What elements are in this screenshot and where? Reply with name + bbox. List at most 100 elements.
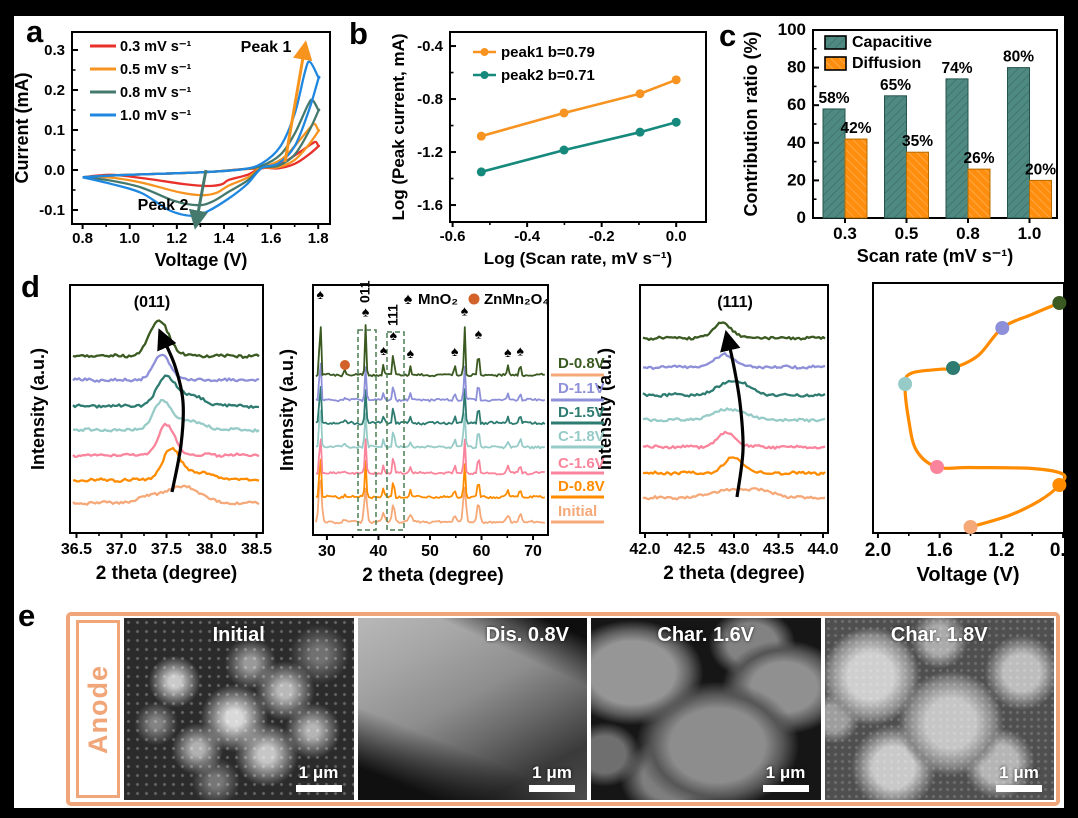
x-axis-title: Scan rate (mV s⁻¹) bbox=[857, 246, 1014, 266]
panel-d4-plot: 2.0 1.6 1.2 0.8 Voltage (V) bbox=[865, 282, 1076, 586]
x-axis-title: 2 theta (degree) bbox=[96, 563, 237, 584]
legend-label: 0.3 mV s⁻¹ bbox=[120, 39, 191, 55]
y-axis-title: Log (Peak current, mA) bbox=[389, 33, 408, 220]
y-axis-title: Intensity (a.u.) bbox=[595, 348, 615, 470]
data-point bbox=[635, 127, 645, 137]
x-tick-label: 2.0 bbox=[865, 540, 891, 561]
x-tick-label: 0.8 bbox=[72, 230, 93, 247]
sem-image-initial: Initial 1 μm bbox=[124, 618, 354, 800]
y-axis-title: Contribution ratio (%) bbox=[741, 32, 761, 217]
legend-label: Capacitive bbox=[852, 34, 932, 51]
xrd-curve-D-1.5V bbox=[642, 379, 826, 398]
state-label: C-1.8V bbox=[558, 428, 605, 445]
dot-icon bbox=[468, 293, 480, 305]
mno2-peak-marker: ♠ bbox=[451, 343, 459, 359]
xrd-curve-Initial bbox=[642, 487, 826, 501]
x-tick-label: -0.4 bbox=[514, 228, 541, 245]
y-tick-label: 40 bbox=[787, 133, 806, 152]
xrd-curve-D-1.1V bbox=[315, 362, 546, 403]
legend-label: 1.0 mV s⁻¹ bbox=[120, 108, 191, 124]
x-axis-title: 2 theta (degree) bbox=[663, 563, 804, 584]
xrd-curve-C-1.6V bbox=[315, 438, 545, 476]
state-point-D-1.5V bbox=[946, 361, 961, 375]
sem-image-char-1-6v: Char. 1.6V 1 μm bbox=[591, 618, 821, 800]
anode-side-box: Anode bbox=[76, 620, 120, 798]
x-tick-label: 30 bbox=[318, 543, 336, 560]
y-tick-label: 0 bbox=[797, 208, 806, 227]
x-axis-title: Voltage (V) bbox=[155, 250, 248, 270]
panel-letter-d: d bbox=[21, 269, 40, 304]
sem-label-dis-0-8v: Dis. 0.8V bbox=[485, 624, 569, 646]
state-label: C-1.6V bbox=[558, 455, 605, 472]
legend-label: MnO₂ bbox=[418, 291, 458, 308]
x-tick-label: 1.2 bbox=[988, 540, 1014, 561]
x-tick-label: 36.5 bbox=[61, 541, 92, 558]
peak1-arrow bbox=[283, 40, 313, 163]
x-tick-label: 1.0 bbox=[1018, 224, 1042, 243]
x-tick-label: 37.0 bbox=[106, 541, 137, 558]
xrd-curve-C-1.8V bbox=[316, 409, 546, 450]
peak-shift-arrow bbox=[157, 328, 185, 493]
panel-d3-plot: 42.0 42.5 43.0 43.5 44.02 theta (degree) Inte… bbox=[595, 284, 839, 584]
panel-letter-a: a bbox=[26, 14, 44, 49]
y-tick-label: 0.3 bbox=[44, 42, 65, 59]
scale-bar: 1 μm bbox=[295, 763, 342, 792]
sem-label-char-1-6v: Char. 1.6V bbox=[657, 624, 755, 646]
y-tick-label: 0.0 bbox=[44, 162, 65, 179]
bar-value-label: 35% bbox=[902, 133, 933, 150]
axes-box bbox=[872, 282, 1065, 534]
axes-box bbox=[69, 284, 264, 534]
state-point-C-1.8V bbox=[898, 377, 913, 391]
bar-value-label: 26% bbox=[963, 150, 994, 167]
annotation-peak2: Peak 2 bbox=[138, 197, 189, 214]
legend-label: 0.5 mV s⁻¹ bbox=[120, 62, 191, 78]
legend-swatch bbox=[824, 35, 847, 50]
spade-icon: ♠ bbox=[404, 291, 413, 308]
peak-shift-arrow bbox=[720, 329, 745, 498]
legend-swatch bbox=[824, 56, 847, 71]
xrd-curve-D-0.8V bbox=[315, 324, 546, 378]
y-tick-label: 0.2 bbox=[44, 82, 65, 99]
y-tick-label: 60 bbox=[787, 95, 806, 114]
bar-diffusion-1.0 bbox=[1029, 179, 1052, 219]
bar-capacitive-1.0 bbox=[1007, 67, 1030, 219]
x-tick-label: 0.8 bbox=[1050, 540, 1076, 561]
state-label: D-0.8V bbox=[558, 478, 605, 495]
xrd-curve-C-1.6V bbox=[642, 430, 826, 450]
y-axis-title: Intensity (a.u.) bbox=[28, 348, 48, 470]
bar-capacitive-0.5 bbox=[884, 95, 907, 219]
xrd-curve-Initial bbox=[315, 479, 546, 525]
y-tick-label: 80 bbox=[787, 58, 806, 77]
y-tick-label: -1.2 bbox=[417, 144, 443, 161]
sem-image-row: Initial 1 μm Dis. 0.8V 1 μm Char. 1.6V 1… bbox=[124, 618, 1054, 800]
x-tick-label: 38.5 bbox=[241, 541, 272, 558]
panel-letter-e: e bbox=[18, 598, 36, 633]
axes-box bbox=[449, 31, 707, 223]
x-tick-label: 1.8 bbox=[308, 230, 329, 247]
xrd-curve-D-0.8V bbox=[72, 446, 260, 483]
panel-letter-b: b bbox=[349, 16, 368, 51]
bar-diffusion-0.3 bbox=[844, 138, 868, 219]
scale-bar: 1 μm bbox=[762, 763, 809, 792]
hkl-label-011: 011 bbox=[357, 280, 373, 303]
x-tick-label: 42.5 bbox=[674, 541, 705, 558]
y-tick-label: 20 bbox=[787, 170, 806, 189]
state-label: D-0.8V bbox=[558, 355, 605, 372]
state-label: Initial bbox=[558, 503, 597, 520]
legend-label: ZnMn₂O₄ bbox=[484, 291, 549, 308]
panel-b-plot: -0.6 -0.4 -0.2 0.0 -0.4 -0.8 -1.2 -1.6 Log (Scan… bbox=[389, 31, 707, 268]
mno2-peak-marker: ♠ bbox=[316, 286, 324, 302]
bar-diffusion-0.5 bbox=[906, 151, 929, 219]
hkl-annotation: (111) bbox=[717, 294, 753, 311]
y-tick-label: -1.6 bbox=[417, 197, 443, 214]
x-tick-label: 1.6 bbox=[926, 540, 952, 561]
x-axis-title: Log (Scan rate, mV s⁻¹) bbox=[484, 249, 672, 268]
bar-diffusion-0.8 bbox=[967, 168, 991, 219]
y-tick-label: -0.1 bbox=[39, 202, 65, 219]
y-tick-label: -0.4 bbox=[417, 38, 444, 55]
data-point bbox=[476, 131, 486, 141]
data-point bbox=[559, 108, 569, 118]
mno2-peak-marker: ♠ bbox=[390, 327, 398, 343]
y-tick-label: 0.1 bbox=[44, 122, 65, 139]
